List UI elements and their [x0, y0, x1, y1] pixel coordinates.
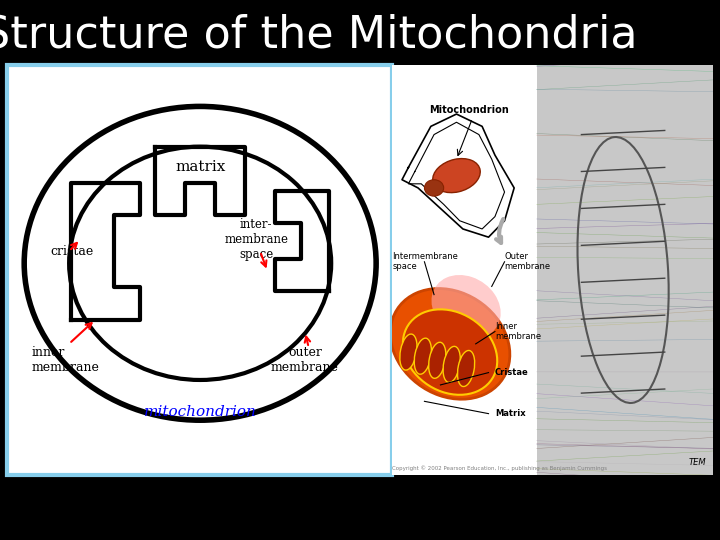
Ellipse shape	[428, 342, 446, 379]
Ellipse shape	[400, 334, 417, 370]
Text: cristae: cristae	[50, 245, 94, 258]
Text: Mitochondrion: Mitochondrion	[429, 105, 509, 115]
Ellipse shape	[457, 350, 474, 387]
Ellipse shape	[390, 288, 510, 399]
Ellipse shape	[69, 147, 331, 380]
Text: Copyright © 2002 Pearson Education, Inc., publishing as Benjamin Cummings: Copyright © 2002 Pearson Education, Inc.…	[392, 465, 608, 471]
Text: Intermembrane
space: Intermembrane space	[392, 252, 458, 272]
Text: outer
membrane: outer membrane	[271, 346, 339, 374]
Ellipse shape	[414, 338, 431, 374]
Ellipse shape	[403, 309, 498, 395]
Bar	[536, 65, 713, 475]
Ellipse shape	[443, 346, 460, 382]
Text: inter-
membrane
space: inter- membrane space	[225, 218, 288, 261]
Text: Structure of the Mitochondria: Structure of the Mitochondria	[0, 14, 637, 57]
Text: Cristae: Cristae	[495, 368, 528, 377]
Text: Outer
membrane: Outer membrane	[505, 252, 551, 272]
Text: inner
membrane: inner membrane	[32, 346, 99, 374]
Text: matrix: matrix	[175, 160, 225, 174]
Bar	[392, 65, 536, 475]
Ellipse shape	[425, 180, 444, 196]
Ellipse shape	[24, 106, 376, 420]
Bar	[7, 65, 392, 475]
Text: Matrix: Matrix	[495, 409, 526, 418]
Text: mitochondrion: mitochondrion	[144, 405, 256, 419]
Ellipse shape	[433, 159, 480, 193]
Ellipse shape	[431, 275, 500, 339]
Text: TEM: TEM	[689, 458, 706, 467]
Text: Inner
membrane: Inner membrane	[495, 322, 541, 341]
